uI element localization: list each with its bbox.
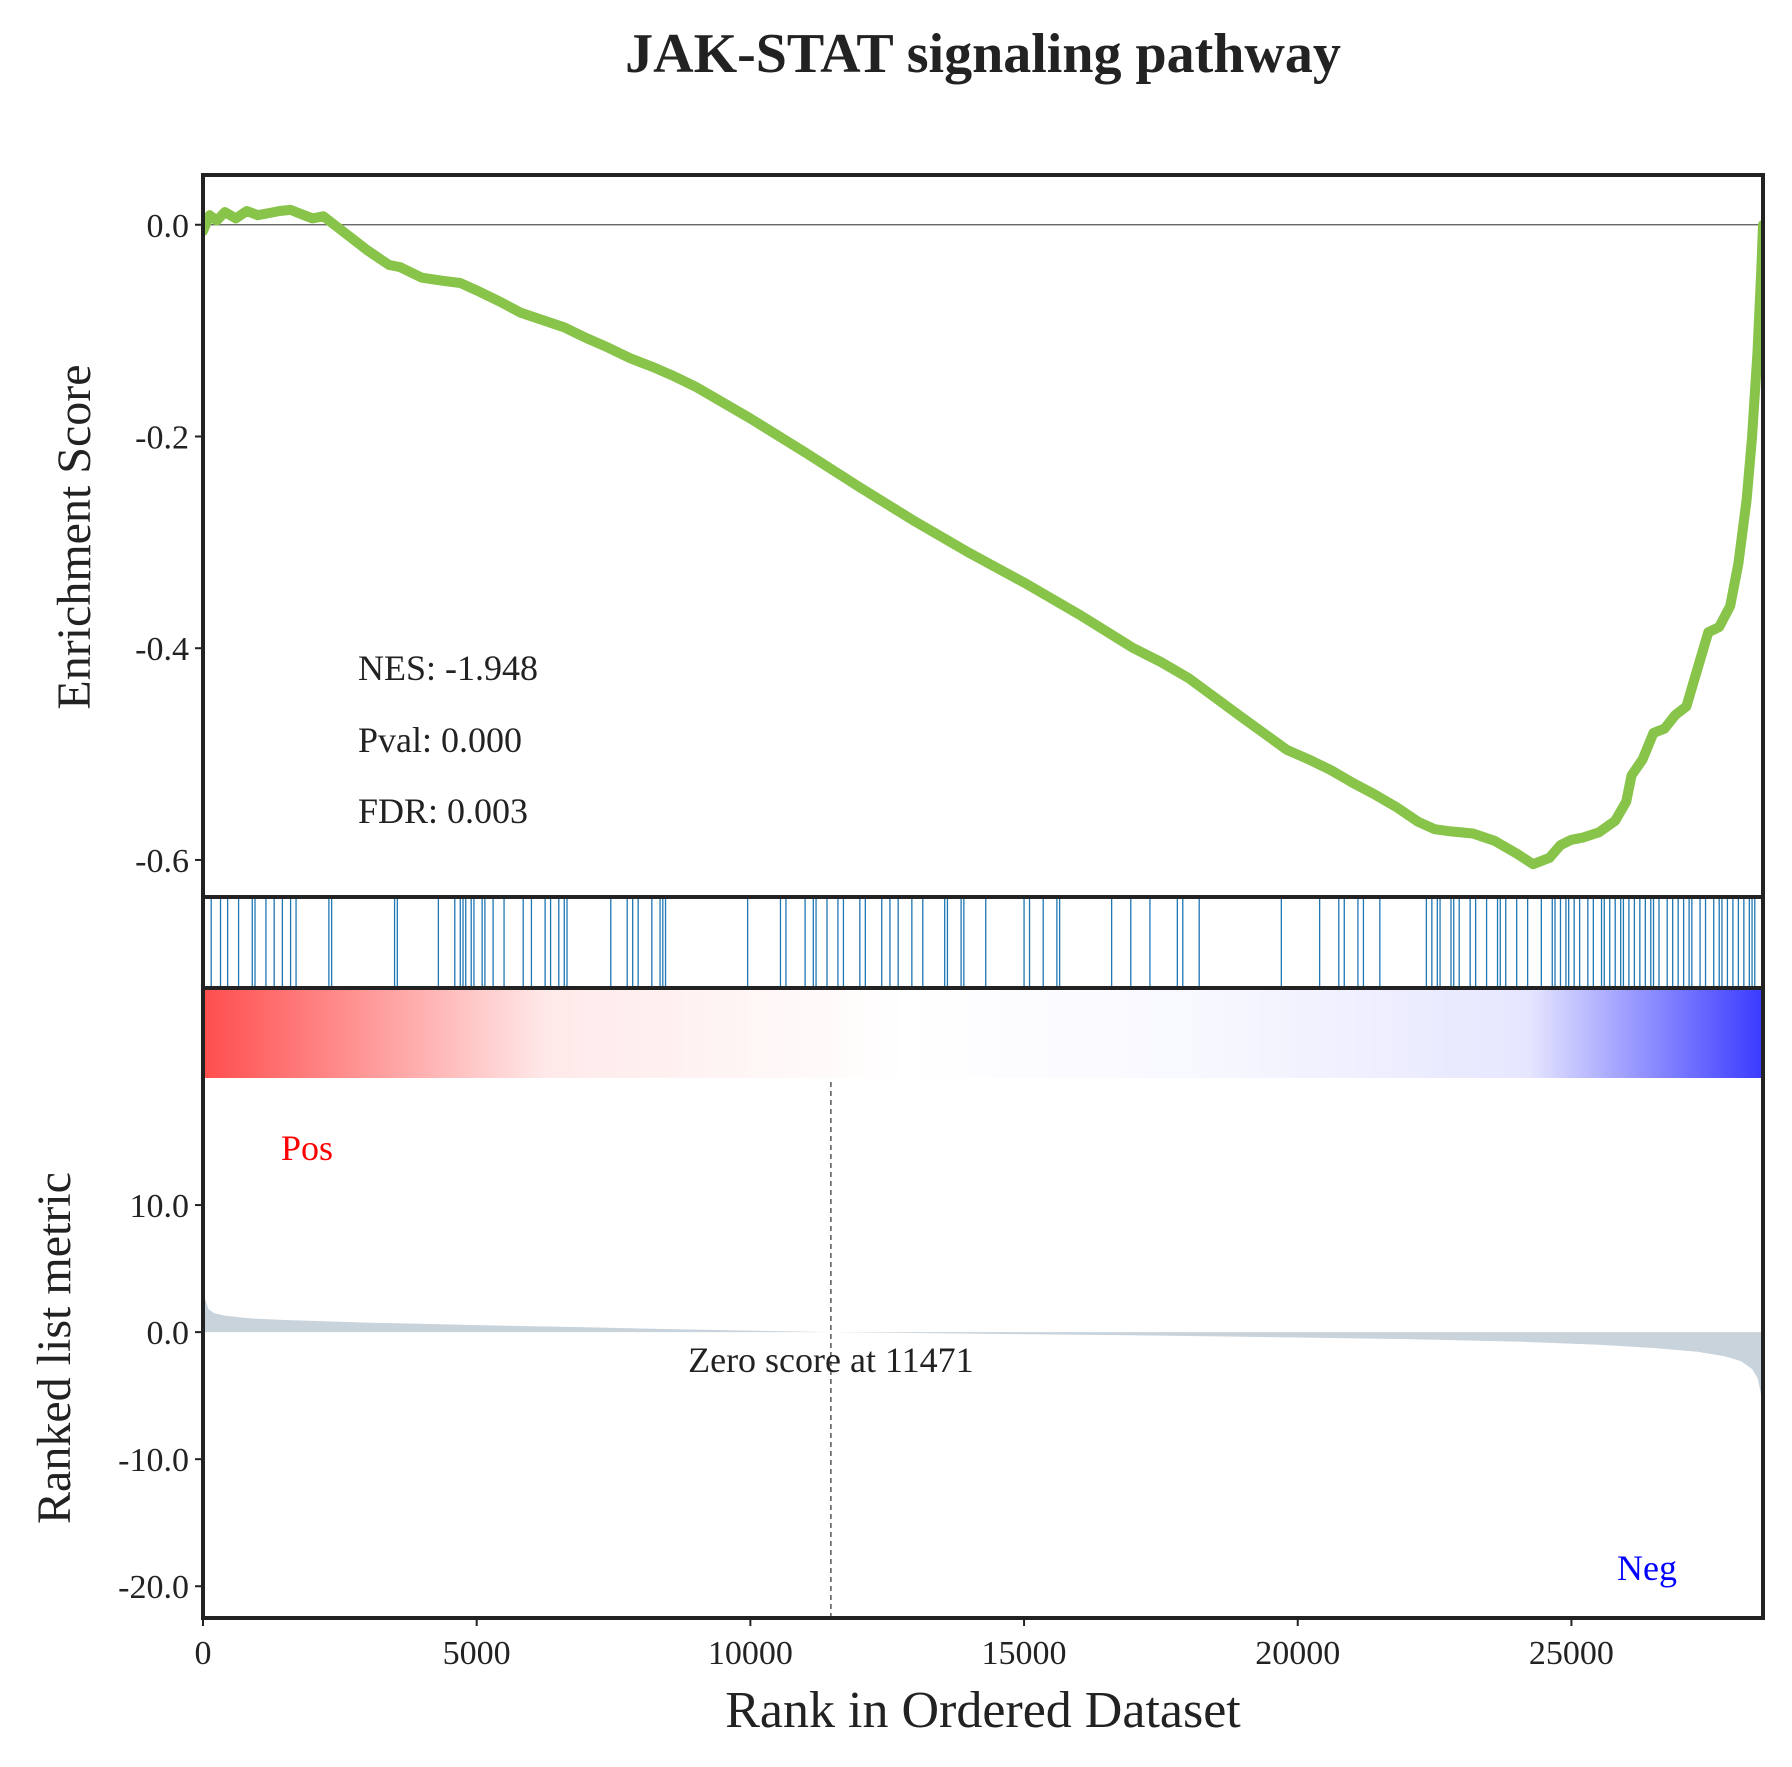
enrichment-score-line [203, 204, 1763, 870]
pos-label: Pos [281, 1128, 333, 1168]
chart-title: JAK-STAT signaling pathway [625, 23, 1341, 85]
x-tick-label: 20000 [1255, 1635, 1340, 1672]
ranked-y-tick-label: 10.0 [130, 1188, 190, 1225]
x-tick-label: 0 [195, 1635, 212, 1672]
x-tick-label: 25000 [1529, 1635, 1614, 1672]
es-y-ticks: 0.0 -0.2 -0.4 -0.6 [135, 208, 203, 880]
pval-annotation: Pval: 0.000 [358, 720, 522, 760]
ranked-metric-area [203, 1283, 1763, 1415]
es-y-tick-label: -0.4 [135, 631, 189, 668]
ranked-y-tick-label: 0.0 [147, 1315, 190, 1352]
gene-hit-lines [210, 899, 1756, 986]
nes-annotation: NES: -1.948 [358, 648, 538, 688]
es-y-axis-label: Enrichment Score [48, 364, 101, 709]
ranked-y-axis-label: Ranked list metric [28, 1172, 81, 1524]
x-tick-label: 5000 [443, 1635, 511, 1672]
lower-panel-frame [201, 986, 1765, 1620]
hits-panel [201, 895, 1765, 990]
ranked-y-tick-label: -20.0 [118, 1569, 189, 1606]
es-y-tick-label: -0.6 [135, 843, 189, 880]
zero-score-label: Zero score at 11471 [688, 1340, 974, 1380]
enrichment-panel: 0.0-0.2-0.4-0.6 NES: -1.948 Pval: 0.000 … [48, 173, 1765, 899]
ranked-panel: 10.0 0.0 -10.0 -20.0 Zero score at 11471 Po… [28, 1082, 1763, 1618]
x-axis-label: Rank in Ordered Dataset [725, 1682, 1241, 1739]
es-y-tick-label: -0.2 [135, 419, 189, 456]
x-axis-ticks: 0 5000 10000 15000 20000 25000 [195, 1618, 1614, 1672]
es-y-tick-label: 0.0 [147, 208, 190, 245]
rank-heatmap-band [203, 988, 1763, 1078]
hits-panel-frame [201, 895, 1765, 990]
fdr-annotation: FDR: 0.003 [358, 791, 528, 831]
neg-label: Neg [1617, 1548, 1677, 1588]
ranked-y-ticks: 10.0 0.0 -10.0 -20.0 [118, 1188, 203, 1606]
ranked-y-tick-label: -10.0 [118, 1442, 189, 1479]
x-tick-label: 15000 [982, 1635, 1067, 1672]
x-tick-label: 10000 [708, 1635, 793, 1672]
